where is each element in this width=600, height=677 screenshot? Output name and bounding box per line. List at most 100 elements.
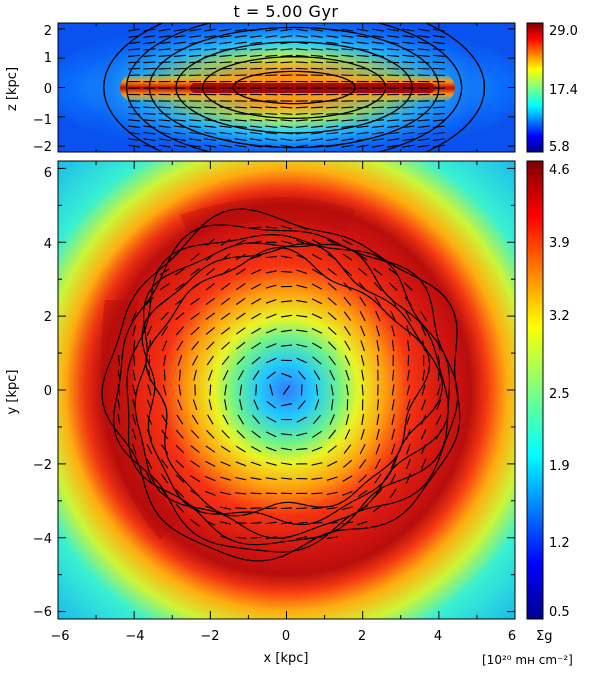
field-vector: [432, 106, 445, 109]
field-vector: [265, 357, 277, 364]
field-vector: [132, 428, 137, 440]
field-vector: [234, 119, 247, 122]
edge-on-field-lines: [103, 23, 486, 152]
face-on-colorbar-tick: 4.6: [549, 163, 570, 178]
field-vector: [402, 106, 415, 109]
edge-on-colorbar-tick: 29.0: [549, 24, 578, 39]
field-vector: [296, 536, 308, 540]
field-vector: [280, 477, 293, 480]
field-vector: [173, 144, 186, 148]
field-vector: [295, 144, 308, 148]
field-vector: [160, 311, 169, 321]
field-vector: [281, 372, 292, 378]
field-vector: [311, 342, 322, 349]
field-vector: [329, 370, 336, 381]
field-vector: [417, 106, 430, 109]
field-vector: [265, 446, 277, 452]
field-vector: [402, 67, 415, 70]
field-vector: [341, 131, 354, 135]
field-vector: [220, 327, 231, 335]
field-vector: [326, 506, 338, 510]
field-vector: [344, 340, 351, 351]
field-vector: [330, 399, 334, 411]
field-vector: [190, 460, 201, 468]
field-vector: [342, 253, 353, 261]
field-vector: [391, 325, 396, 337]
field-vector: [173, 138, 186, 142]
field-vector: [356, 41, 369, 45]
field-vector: [356, 54, 369, 57]
field-vector: [356, 119, 369, 122]
field-vector: [224, 384, 227, 396]
edge-on-ytick-label: −1: [33, 113, 52, 128]
face-on-ytick-label: 0: [44, 384, 52, 399]
field-vector: [117, 369, 121, 381]
field-vector: [420, 429, 427, 440]
field-vector: [128, 138, 141, 142]
field-vector: [221, 430, 230, 439]
edge-on-ytick-label: −2: [33, 140, 52, 155]
field-vector: [280, 106, 293, 109]
field-vector: [376, 399, 379, 411]
field-vector: [158, 61, 171, 64]
field-vector: [296, 507, 308, 510]
field-vector: [311, 462, 323, 466]
field-vector: [281, 329, 292, 333]
field-vector: [253, 399, 259, 411]
field-vector: [207, 414, 214, 425]
field-vector: [326, 536, 338, 540]
field-vector: [280, 119, 293, 122]
field-vector: [432, 41, 445, 45]
field-vector: [177, 399, 183, 411]
field-vector: [327, 282, 337, 291]
field-vector: [173, 106, 186, 109]
field-vector: [265, 131, 278, 135]
face-on-xtick-label: −2: [200, 629, 219, 644]
field-vector: [265, 313, 277, 319]
field-vector: [311, 446, 323, 452]
field-vector: [389, 488, 397, 499]
field-vector: [402, 61, 415, 64]
face-on-colorbar-tick: 3.2: [549, 309, 570, 324]
field-vector: [265, 125, 278, 128]
field-vector: [360, 354, 365, 366]
field-vector: [234, 125, 247, 128]
field-vector: [356, 112, 369, 115]
field-vector: [417, 48, 430, 51]
field-vector: [117, 414, 121, 426]
field-vector: [158, 41, 171, 45]
field-vector: [190, 297, 200, 305]
field-vector: [342, 475, 353, 482]
field-vector: [265, 119, 278, 122]
field-vector: [295, 125, 308, 128]
field-vector: [387, 48, 400, 51]
field-vector: [265, 461, 277, 466]
field-vector: [189, 28, 202, 32]
field-vector: [327, 341, 337, 350]
field-vector: [417, 54, 430, 57]
field-vector: [371, 28, 384, 32]
field-vector: [310, 67, 324, 70]
dense-ring-west: [100, 300, 180, 540]
field-vector: [204, 41, 217, 45]
field-vector: [266, 400, 276, 409]
field-vector: [342, 490, 353, 496]
field-vector: [280, 507, 293, 510]
face-on-xtick-label: 6: [508, 629, 516, 644]
field-vector: [390, 473, 397, 484]
field-vector: [402, 35, 415, 38]
field-vector: [234, 48, 247, 51]
field-vector: [219, 131, 232, 135]
field-vector: [265, 521, 277, 525]
field-vector: [371, 131, 384, 135]
field-vector: [310, 35, 323, 38]
field-vector: [189, 125, 202, 128]
field-vector: [237, 414, 245, 425]
field-vector: [296, 343, 308, 348]
figure-title: t = 5.00 Gyr: [233, 2, 338, 21]
field-vector: [310, 54, 323, 57]
field-vector: [204, 125, 217, 128]
field-vector: [235, 327, 246, 335]
field-vector: [280, 270, 293, 273]
